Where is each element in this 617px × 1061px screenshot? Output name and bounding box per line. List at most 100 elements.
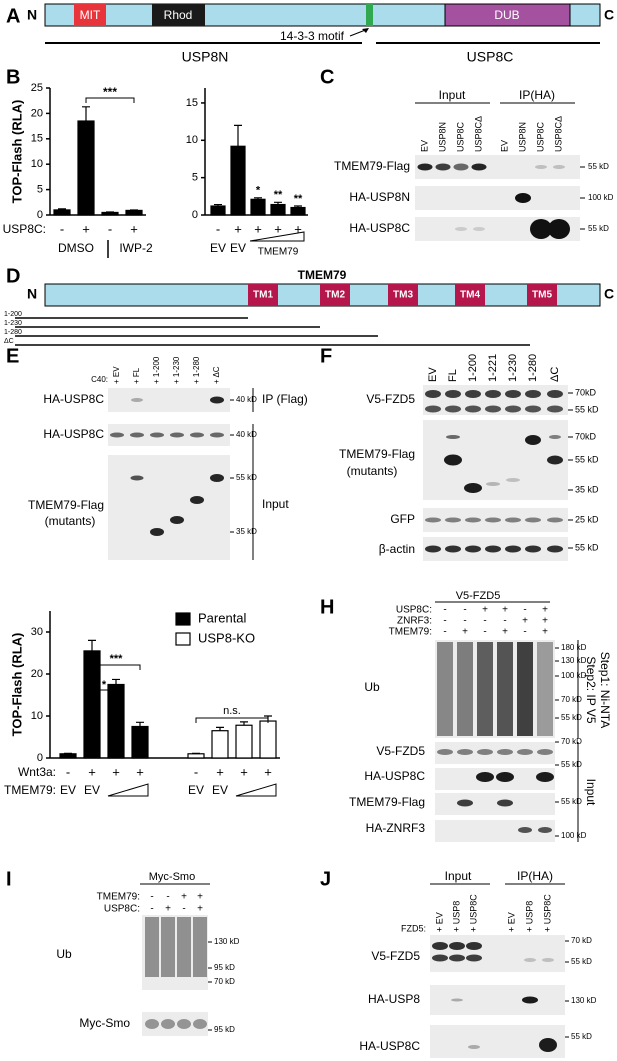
label: V5-FZD5 <box>376 744 425 758</box>
label: - <box>523 627 526 638</box>
label: I <box>6 868 12 890</box>
label: + <box>502 605 508 616</box>
label: 40 kD <box>236 395 257 404</box>
label: HA-USP8C <box>43 427 104 441</box>
label: 55 kD <box>561 760 582 769</box>
label: ZNRF3: <box>397 616 432 627</box>
label: 1-221 <box>487 354 499 382</box>
bar <box>77 120 95 216</box>
blot-smear <box>477 642 493 736</box>
label: MIT <box>80 8 101 22</box>
blot-band <box>518 827 532 833</box>
blot-band <box>506 478 520 482</box>
bracket <box>195 717 269 723</box>
label: USP8CΔ <box>473 116 483 152</box>
label: + <box>502 627 508 638</box>
error-bar <box>214 203 222 207</box>
error-bar <box>234 124 242 147</box>
label: Input <box>439 88 466 102</box>
label: 20 <box>31 668 43 680</box>
blot-smear <box>497 642 513 736</box>
blot-smear <box>457 642 473 736</box>
error-bar <box>254 197 262 200</box>
label: - <box>443 605 446 616</box>
blot-band <box>445 545 461 553</box>
label: + EV <box>506 912 516 932</box>
tm-domain <box>455 284 485 306</box>
label: + <box>522 616 528 627</box>
label: 130 kD <box>571 996 597 1005</box>
label: 0 <box>37 209 43 221</box>
label: USP8C: <box>104 904 140 915</box>
label: ΔC <box>549 367 561 382</box>
bracket <box>91 689 117 695</box>
label: 40 kD <box>236 430 257 439</box>
label: 55 kD <box>588 162 609 171</box>
label: - <box>216 221 220 236</box>
label: - <box>60 221 64 236</box>
label: + <box>462 627 468 638</box>
blot-band <box>210 396 224 404</box>
legend-swatch <box>175 612 191 626</box>
label: (mutants) <box>45 514 96 528</box>
label: + <box>165 904 171 915</box>
tm-domain <box>320 284 350 306</box>
label: 55 kD <box>561 713 582 722</box>
label: Wnt3a: <box>18 765 56 779</box>
blot <box>430 935 565 972</box>
blot-band <box>485 390 501 398</box>
label: V5-FZD5 <box>371 949 420 963</box>
blot-band <box>451 998 463 1002</box>
bar <box>125 209 143 216</box>
label: EV <box>60 783 76 797</box>
label: 15 <box>186 97 198 109</box>
blot-band <box>548 219 570 239</box>
tm-domain <box>388 284 418 306</box>
bar <box>259 720 277 759</box>
blot-band <box>130 475 144 481</box>
label: USP8C: <box>396 605 432 616</box>
label: 35 kD <box>236 527 257 536</box>
label: - <box>503 616 506 627</box>
label: 55 kD <box>571 957 592 966</box>
label: + FL <box>132 367 141 384</box>
blot-band <box>539 1038 557 1052</box>
label: - <box>483 627 486 638</box>
label: C <box>320 66 334 88</box>
label: + ΔC <box>212 366 221 384</box>
error-bar <box>130 209 138 211</box>
label: 1-200 <box>4 311 22 318</box>
blot-band <box>131 398 143 402</box>
label: A <box>6 5 20 27</box>
blot-band <box>485 517 501 523</box>
blot-band <box>522 996 538 1004</box>
blot-band <box>505 545 521 553</box>
label: + <box>181 892 187 903</box>
label: EV <box>188 783 204 797</box>
blot-smear <box>517 642 533 736</box>
blot-smear <box>145 917 159 977</box>
blot-band <box>465 517 481 523</box>
label: TMEM79 <box>258 247 299 258</box>
blot <box>142 915 208 990</box>
label: E <box>6 345 19 367</box>
domain <box>444 3 571 27</box>
label: 20 <box>31 107 43 119</box>
blot-band <box>190 432 204 438</box>
label: 1-280 <box>527 354 539 382</box>
label: * <box>256 185 261 197</box>
label: TM1 <box>253 290 273 301</box>
label: + EV <box>434 912 444 932</box>
label: TOP-Flash (RLA) <box>9 633 24 737</box>
blot-band <box>530 219 552 239</box>
label: 0 <box>192 209 198 221</box>
label: + <box>216 764 224 779</box>
blot-band <box>524 958 536 962</box>
label: - <box>150 904 153 915</box>
blot-band <box>485 545 501 553</box>
bar <box>235 724 253 759</box>
label: β-actin <box>379 542 415 556</box>
blot-band <box>449 954 465 962</box>
blot-smear <box>177 917 191 977</box>
blot-band <box>465 390 481 398</box>
